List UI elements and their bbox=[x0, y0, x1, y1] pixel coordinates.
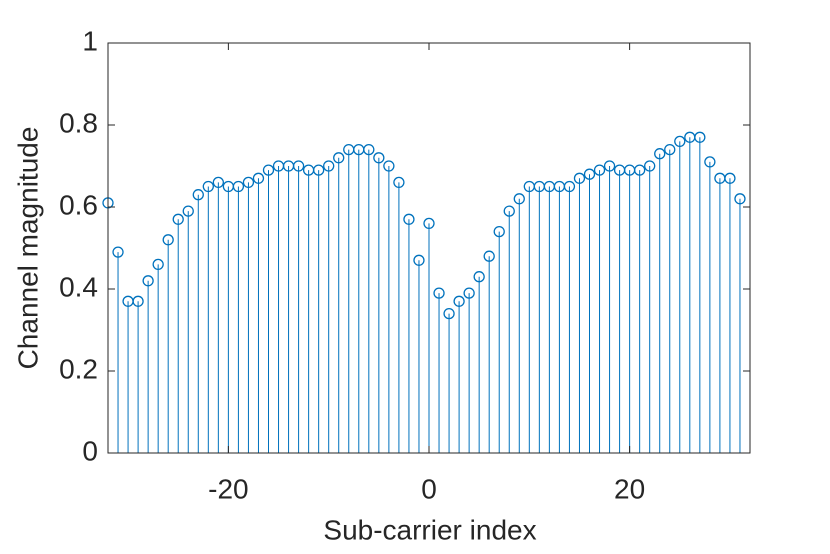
stem-marker bbox=[313, 164, 325, 176]
y-tick-label: 0 bbox=[82, 435, 98, 466]
stem-marker bbox=[573, 172, 586, 184]
y-tick-label: 1 bbox=[82, 25, 98, 56]
stem-marker bbox=[493, 225, 505, 238]
x-tick-label: 0 bbox=[421, 473, 437, 504]
stem-marker bbox=[674, 135, 686, 148]
stem-marker bbox=[323, 160, 335, 172]
stem-marker bbox=[152, 258, 164, 271]
stem-marker bbox=[644, 160, 656, 172]
stem-marker bbox=[654, 148, 666, 160]
stem-marker bbox=[563, 180, 576, 193]
stem-marker bbox=[363, 143, 375, 156]
stem-marker bbox=[212, 176, 224, 189]
stem-marker bbox=[593, 164, 606, 176]
stem-marker bbox=[132, 295, 144, 307]
stem-marker bbox=[664, 143, 676, 156]
stem-marker bbox=[242, 176, 255, 189]
stem-marker bbox=[172, 213, 184, 225]
y-tick-label: 0.8 bbox=[59, 107, 98, 138]
stem-marker bbox=[112, 246, 124, 258]
stem-marker bbox=[463, 287, 475, 299]
stem-marker bbox=[443, 307, 455, 320]
stem-marker bbox=[373, 152, 385, 164]
stem-marker bbox=[423, 217, 435, 230]
stem-marker bbox=[433, 287, 445, 299]
stem-marker bbox=[333, 152, 345, 164]
stem-marker bbox=[192, 189, 204, 201]
stem-marker bbox=[142, 275, 154, 287]
stem-marker bbox=[704, 156, 716, 168]
stem-marker bbox=[513, 193, 525, 205]
stem-marker bbox=[694, 131, 706, 143]
stem-marker bbox=[162, 234, 174, 246]
y-tick-label: 0.4 bbox=[59, 271, 98, 302]
stem-marker bbox=[734, 193, 746, 205]
stem-marker bbox=[483, 250, 495, 262]
stem-marker bbox=[262, 164, 275, 176]
stem-marker bbox=[252, 172, 265, 184]
stem-marker bbox=[182, 205, 194, 217]
y-tick-label: 0.2 bbox=[59, 353, 98, 384]
stem-marker bbox=[202, 180, 214, 193]
stem-marker bbox=[724, 172, 736, 184]
stem-marker bbox=[413, 254, 425, 266]
stem-marker bbox=[453, 295, 465, 307]
stem-marker bbox=[383, 160, 395, 172]
stem-marker bbox=[292, 160, 305, 172]
stem-marker bbox=[232, 180, 245, 193]
stem-marker bbox=[583, 168, 596, 180]
stem-marker bbox=[403, 213, 415, 225]
y-axis-label: Channel magnitude bbox=[12, 127, 43, 370]
stem-marker bbox=[503, 205, 515, 217]
stem-marker bbox=[473, 271, 485, 283]
stem-marker bbox=[634, 164, 646, 176]
x-tick-label: -20 bbox=[208, 473, 248, 504]
stem-marker bbox=[393, 176, 405, 189]
x-axis-label: Sub-carrier index bbox=[323, 514, 536, 545]
stem-marker bbox=[603, 160, 616, 172]
y-tick-label: 0.6 bbox=[59, 189, 98, 220]
x-tick-label: 20 bbox=[614, 473, 645, 504]
